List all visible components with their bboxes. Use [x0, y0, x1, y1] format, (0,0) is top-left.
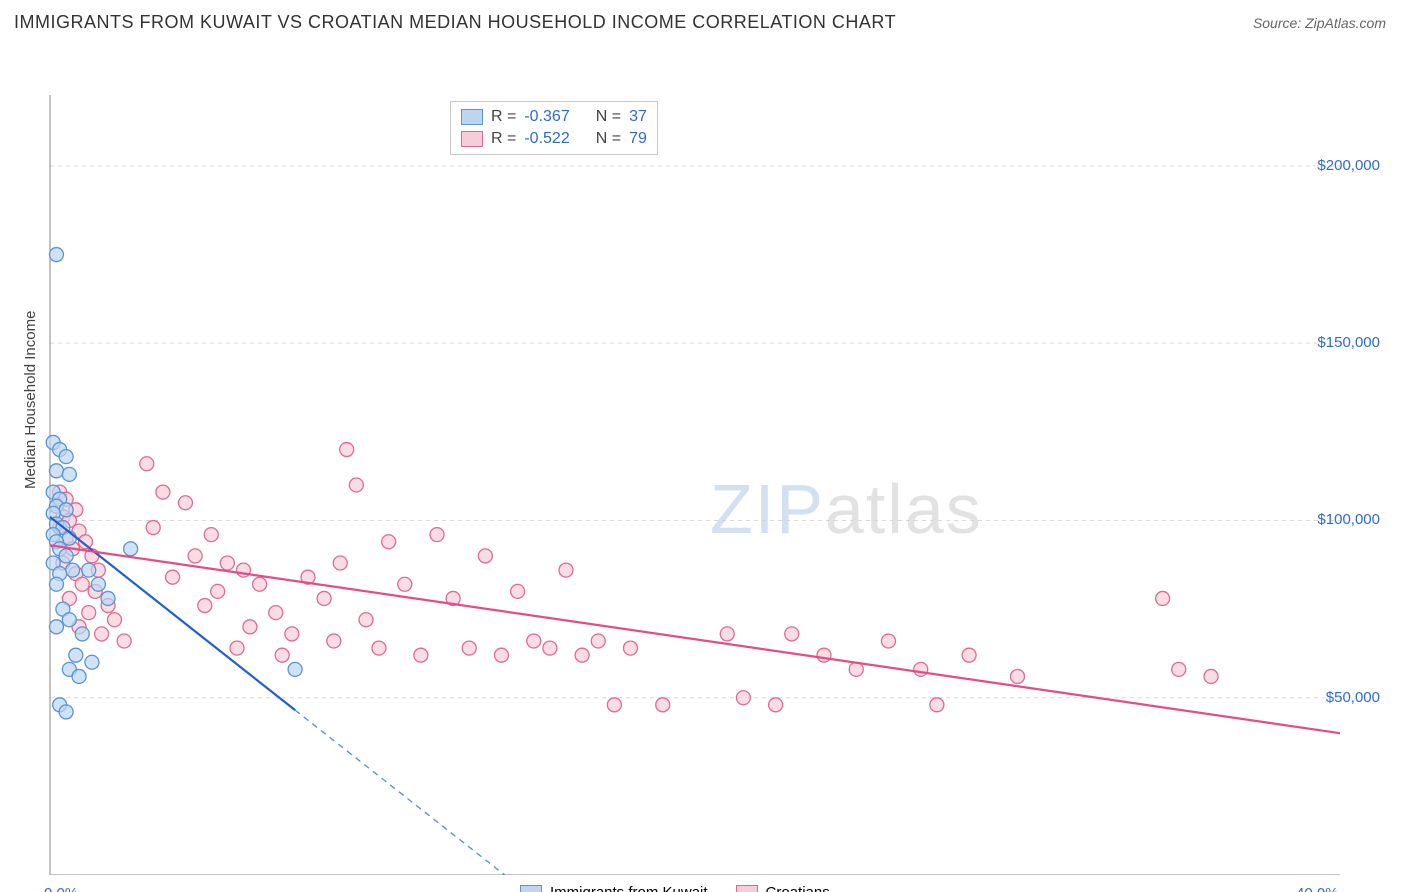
correlation-legend: R = -0.367 N = 37 R = -0.522 N = 79	[450, 101, 658, 155]
r-value-kuwait: -0.367	[524, 108, 569, 126]
x-tick-label: 40.0%	[1296, 885, 1339, 892]
swatch-kuwait	[520, 885, 542, 892]
swatch-croatian	[736, 885, 758, 892]
y-tick-label: $100,000	[1290, 511, 1380, 528]
source-label: Source:	[1253, 15, 1305, 31]
legend-row-croatian: R = -0.522 N = 79	[461, 128, 647, 150]
chart-area: Median Household Income ZIPatlas R = -0.…	[0, 39, 1406, 875]
swatch-croatian	[461, 131, 483, 147]
series-legend: Immigrants from Kuwait Croatians	[520, 884, 830, 892]
legend-item-croatian: Croatians	[736, 884, 830, 892]
y-axis-label: Median Household Income	[22, 311, 39, 489]
chart-header: IMMIGRANTS FROM KUWAIT VS CROATIAN MEDIA…	[0, 0, 1406, 39]
source-name: ZipAtlas.com	[1305, 15, 1386, 31]
y-tick-label: $200,000	[1290, 157, 1380, 174]
r-label: R =	[491, 108, 516, 126]
y-tick-label: $50,000	[1290, 689, 1380, 706]
n-value-kuwait: 37	[629, 108, 647, 126]
r-label: R =	[491, 130, 516, 148]
legend-label-kuwait: Immigrants from Kuwait	[550, 884, 708, 892]
chart-title: IMMIGRANTS FROM KUWAIT VS CROATIAN MEDIA…	[14, 12, 896, 33]
chart-source: Source: ZipAtlas.com	[1253, 15, 1386, 31]
n-label: N =	[596, 130, 621, 148]
legend-item-kuwait: Immigrants from Kuwait	[520, 884, 708, 892]
r-value-croatian: -0.522	[524, 130, 569, 148]
scatter-plot	[0, 39, 1390, 875]
n-label: N =	[596, 108, 621, 126]
legend-label-croatian: Croatians	[766, 884, 830, 892]
x-tick-label: 0.0%	[44, 885, 78, 892]
swatch-kuwait	[461, 109, 483, 125]
legend-row-kuwait: R = -0.367 N = 37	[461, 106, 647, 128]
n-value-croatian: 79	[629, 130, 647, 148]
y-tick-label: $150,000	[1290, 334, 1380, 351]
